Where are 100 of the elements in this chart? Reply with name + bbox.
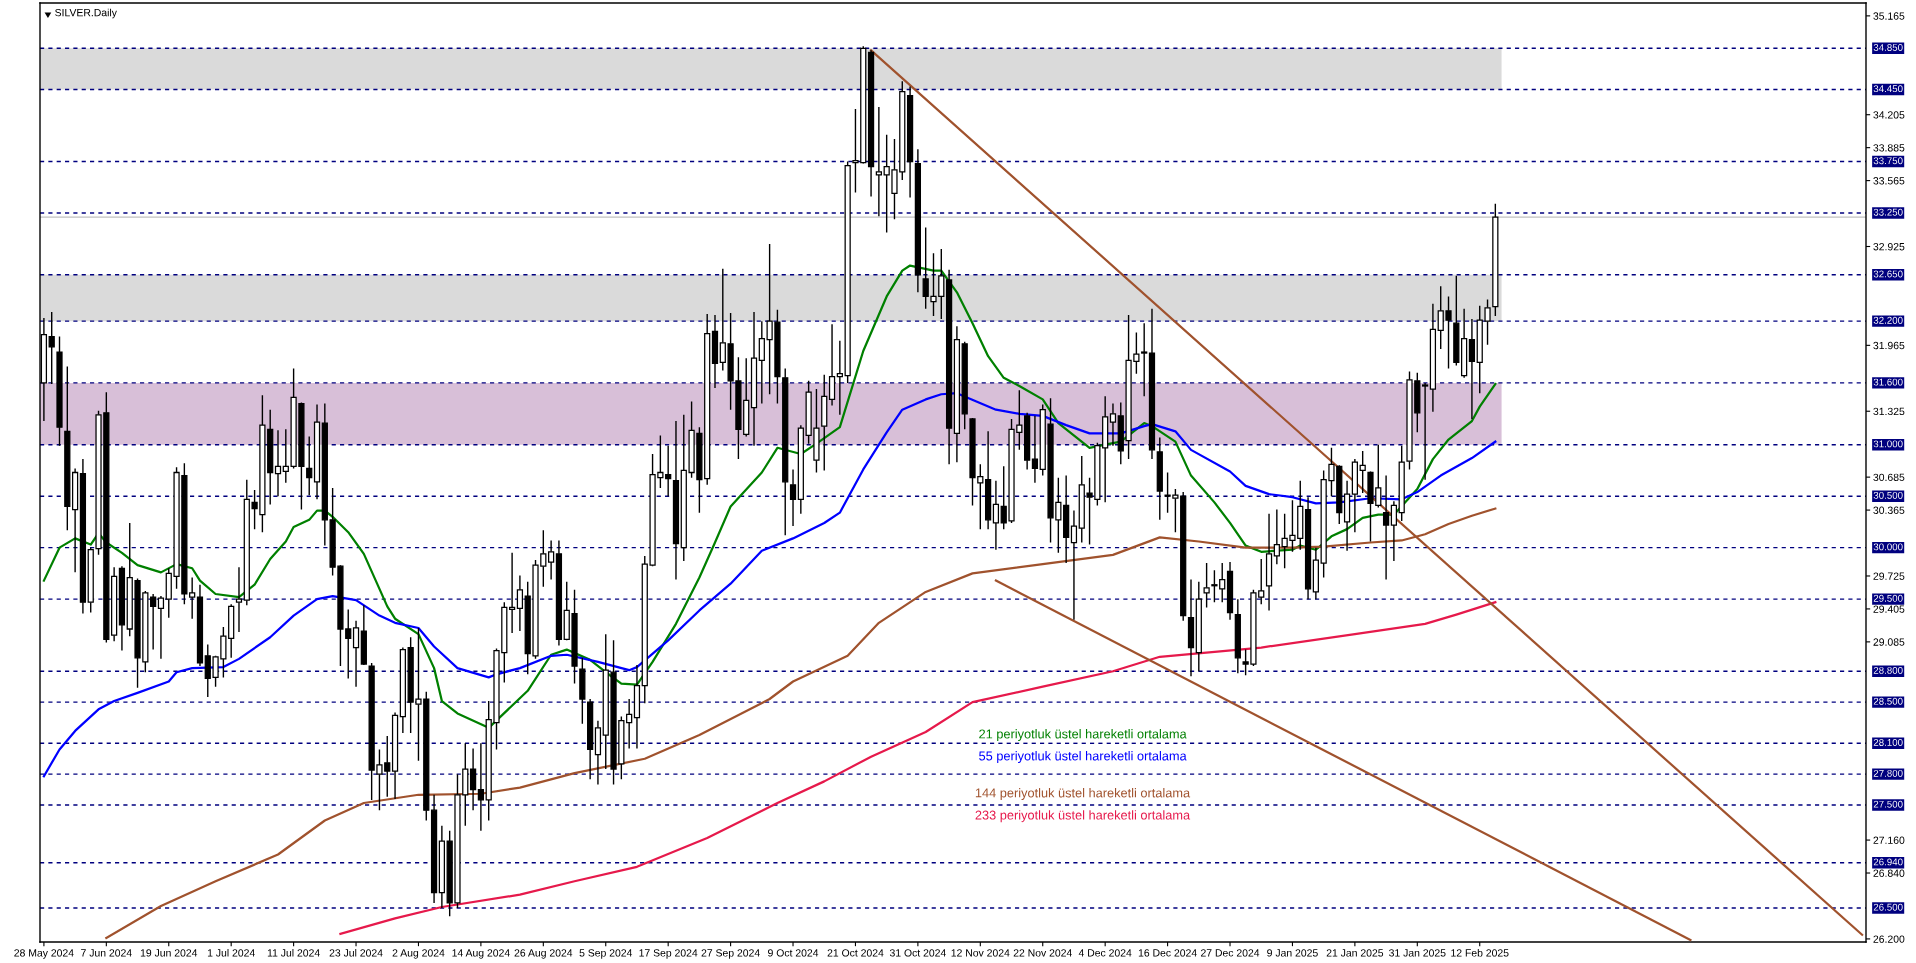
x-tick-label: 17 Sep 2024 <box>639 949 698 959</box>
candlestick <box>1304 496 1312 600</box>
candlestick <box>399 646 406 734</box>
y-tick-label: 32.925 <box>1873 243 1905 251</box>
candlestick <box>1063 474 1070 564</box>
candlestick <box>157 595 165 660</box>
candlestick <box>1343 480 1351 552</box>
line-series <box>42 392 1497 778</box>
candlestick <box>672 420 680 581</box>
x-tick-label: 21 Jan 2025 <box>1326 949 1384 957</box>
candlestick <box>906 85 914 199</box>
line-series <box>339 601 1497 935</box>
candlestick <box>914 148 922 294</box>
x-tick-label: 22 Nov 2024 <box>1013 949 1072 957</box>
candlestick <box>1351 458 1358 533</box>
candlestick <box>79 458 87 615</box>
candlestick <box>1195 580 1202 672</box>
y-tick-label: 31.325 <box>1873 407 1905 416</box>
candlestick <box>867 49 875 198</box>
x-tick-label: 12 Feb 2025 <box>1451 948 1509 957</box>
candlestick <box>945 268 953 465</box>
ref-line-label: 30.500 <box>1873 491 1903 499</box>
y-tick-label: 34.205 <box>1873 111 1905 119</box>
x-tick-label: 4 Dec 2024 <box>1078 949 1132 957</box>
y-tick-label: 30.365 <box>1873 506 1905 514</box>
ref-line-label: 28.800 <box>1873 666 1903 674</box>
ref-line-label: 34.850 <box>1873 44 1903 51</box>
candlestick <box>313 403 321 500</box>
x-tick-label: 23 Jul 2024 <box>329 948 383 957</box>
ref-line-label: 31.600 <box>1873 378 1903 386</box>
candlestick <box>789 468 797 527</box>
x-tick-label: 5 Sep 2024 <box>579 949 633 959</box>
candlestick <box>118 565 126 652</box>
y-tick-label: 31.965 <box>1873 341 1905 350</box>
x-tick-label: 14 Aug 2024 <box>452 949 510 959</box>
candlestick <box>391 711 399 800</box>
ref-line-label: 26.940 <box>1873 858 1903 866</box>
candlestick <box>306 435 313 496</box>
candlestick <box>828 323 836 407</box>
ref-line-label: 32.650 <box>1873 270 1903 278</box>
x-tick-label: 1 Jul 2024 <box>207 948 255 957</box>
x-tick-label: 26 Aug 2024 <box>514 949 573 959</box>
candlestick <box>1453 275 1460 367</box>
candlestick <box>836 340 843 416</box>
candlestick <box>984 430 992 530</box>
candlestick <box>1461 308 1468 379</box>
candlestick <box>555 539 563 647</box>
y-tick-label: 29.085 <box>1873 638 1905 646</box>
text: 55 periyotluk üstel hareketli ortalama <box>979 751 1187 763</box>
candlestick <box>1148 308 1156 460</box>
candlestick <box>782 367 789 537</box>
candlestick <box>1390 500 1398 562</box>
candlestick <box>1359 450 1366 494</box>
candlestick <box>750 311 758 447</box>
ref-line-label: 30.000 <box>1873 543 1903 551</box>
candlestick <box>352 620 360 688</box>
y-tick-label: 33.565 <box>1873 177 1905 185</box>
x-tick-label: 31 Jan 2025 <box>1389 949 1446 957</box>
x-tick-label: 27 Sep 2024 <box>701 949 760 959</box>
candlestick <box>587 698 594 781</box>
candlestick <box>516 574 524 632</box>
y-tick-label: 27.160 <box>1873 836 1905 844</box>
x-tick-label: 27 Dec 2024 <box>1201 949 1260 957</box>
x-tick-label: 21 Oct 2024 <box>827 949 884 957</box>
candlestick <box>477 742 485 832</box>
candlestick <box>64 365 71 531</box>
candlestick <box>1024 412 1031 471</box>
ref-line-label: 32.200 <box>1873 316 1903 324</box>
candlestick <box>1492 203 1499 317</box>
y-tick-label: 29.725 <box>1873 572 1905 580</box>
candlestick <box>594 719 602 786</box>
x-tick-label: 9 Jan 2025 <box>1267 949 1318 957</box>
y-tick-label: 26.840 <box>1873 869 1905 877</box>
x-tick-label: 16 Dec 2024 <box>1138 949 1197 957</box>
candlestick <box>1429 302 1437 413</box>
ref-line-label: 33.250 <box>1873 208 1903 216</box>
candlestick <box>1031 415 1039 484</box>
candlestick <box>150 593 157 651</box>
candlestick <box>1234 598 1241 674</box>
candlestick <box>56 335 63 447</box>
y-tick-label: 26.200 <box>1873 935 1905 943</box>
x-tick-label: 28 May 2024 <box>14 949 74 959</box>
ref-line-label: 33.750 <box>1873 157 1903 165</box>
candlestick <box>196 584 204 667</box>
candlestick <box>953 325 961 463</box>
x-tick-label: 31 Oct 2024 <box>889 949 946 957</box>
candlestick <box>111 566 118 643</box>
x-tick-label: 2 Aug 2024 <box>392 949 445 959</box>
candlestick <box>235 566 243 633</box>
candlestick <box>1109 402 1117 447</box>
candlestick <box>711 314 719 389</box>
x-tick-label: 12 Nov 2024 <box>951 949 1010 957</box>
x-tick-label: 19 Jun 2024 <box>140 949 198 957</box>
candlestick <box>360 604 367 665</box>
candlestick <box>1070 509 1078 621</box>
text: SILVER.Daily <box>55 8 117 19</box>
candlestick <box>1265 512 1273 612</box>
candlestick <box>875 106 882 217</box>
candlestick <box>438 824 445 909</box>
candlestick <box>633 664 641 750</box>
